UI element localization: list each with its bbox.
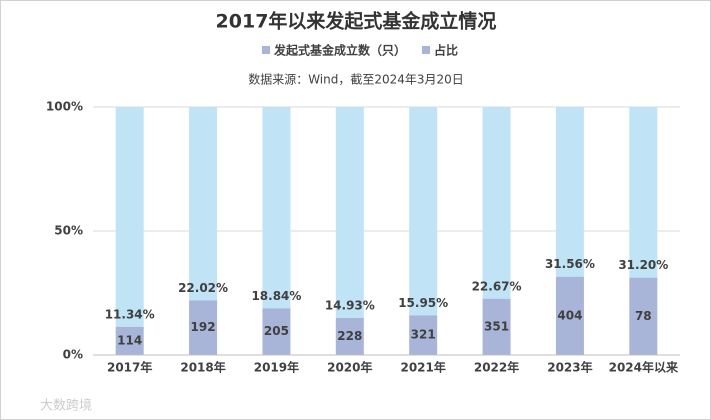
count-label: 321 [411,328,436,342]
legend-label: 发起式基金成立数（只） [273,43,406,58]
value-label: 14.93% [325,298,375,312]
bar [262,308,291,355]
count-label: 351 [484,319,509,333]
count-label: 404 [557,308,582,322]
bar [335,317,364,355]
chart-title: 2017年以来发起式基金成立情况 [216,10,497,33]
y-tick-label: 100% [46,100,83,114]
remainder-bar [482,107,511,299]
chart-subtitle: 数据来源：Wind，截至2024年3月20日 [248,72,464,87]
bar [482,298,511,355]
x-tick-label: 2021年 [400,360,445,375]
x-tick-label: 2022年 [474,360,519,375]
legend-swatch [262,46,270,54]
legend-label: 占比 [434,43,458,58]
x-tick-label: 2017年 [107,360,152,375]
remainder-bar [115,107,144,327]
remainder-bar [262,107,291,309]
remainder-bar [189,107,218,301]
count-label: 78 [635,309,652,323]
remainder-bar [629,107,658,278]
bar [629,277,658,355]
remainder-bar [409,107,438,316]
value-label: 18.84% [251,289,301,303]
value-label: 11.34% [105,307,155,321]
count-label: 205 [264,324,289,338]
x-tick-label: 2024年以来 [609,360,679,375]
x-tick-label: 2019年 [254,360,299,375]
value-label: 31.20% [618,258,668,272]
count-label: 192 [191,320,216,334]
watermark: 大数跨境 [40,399,92,414]
x-tick-label: 2020年 [327,360,372,375]
remainder-bar [335,107,364,318]
bar [409,315,438,355]
bar [189,300,218,355]
value-label: 15.95% [398,296,448,310]
y-tick-label: 0% [63,348,83,362]
count-label: 114 [117,333,142,347]
y-tick-label: 50% [54,224,83,238]
x-tick-label: 2023年 [547,360,592,375]
count-label: 228 [337,329,362,343]
value-label: 22.02% [178,281,228,295]
value-label: 31.56% [545,257,595,271]
remainder-bar [555,107,584,277]
bar [555,276,584,355]
legend-swatch [422,46,431,54]
x-tick-label: 2018年 [180,360,225,375]
bar [115,326,144,355]
value-label: 22.67% [472,279,522,293]
